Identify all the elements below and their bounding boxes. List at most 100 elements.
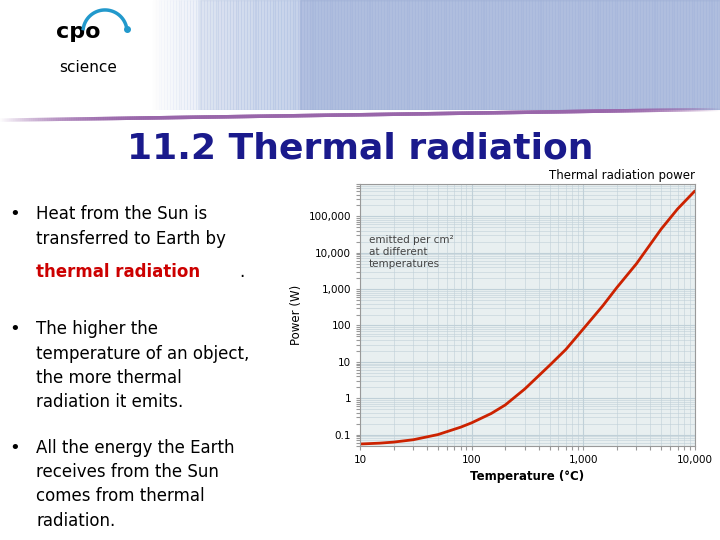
Bar: [355, 0, 358, 110]
Bar: [333, 0, 336, 110]
Bar: [207, 0, 210, 110]
Bar: [196, 0, 199, 110]
Bar: [580, 0, 583, 110]
Bar: [190, 0, 193, 110]
Bar: [691, 0, 694, 110]
Bar: [532, 0, 535, 110]
Bar: [700, 0, 703, 110]
Bar: [310, 0, 312, 110]
Bar: [475, 0, 478, 110]
Bar: [646, 0, 649, 110]
Bar: [544, 0, 546, 110]
Bar: [398, 0, 401, 110]
Bar: [697, 0, 700, 110]
Bar: [181, 0, 184, 110]
Bar: [330, 0, 333, 110]
Bar: [153, 0, 156, 110]
Bar: [486, 0, 489, 110]
Bar: [204, 0, 207, 110]
Bar: [324, 0, 327, 110]
Bar: [620, 0, 623, 110]
Bar: [652, 0, 654, 110]
Bar: [247, 0, 250, 110]
Bar: [432, 0, 435, 110]
Bar: [560, 0, 563, 110]
Text: emitted per cm²
at different
temperatures: emitted per cm² at different temperature…: [369, 235, 454, 268]
Bar: [284, 0, 287, 110]
Bar: [435, 0, 438, 110]
Bar: [649, 0, 652, 110]
Bar: [595, 0, 598, 110]
Bar: [210, 0, 212, 110]
Bar: [631, 0, 634, 110]
Bar: [546, 0, 549, 110]
Bar: [629, 0, 631, 110]
Bar: [261, 0, 264, 110]
Bar: [253, 0, 256, 110]
Bar: [660, 0, 663, 110]
Bar: [227, 0, 230, 110]
Bar: [423, 0, 426, 110]
Bar: [612, 0, 615, 110]
Y-axis label: Power (W): Power (W): [290, 285, 303, 345]
Bar: [321, 0, 324, 110]
Bar: [270, 0, 273, 110]
X-axis label: Temperature (°C): Temperature (°C): [470, 470, 585, 483]
Bar: [298, 0, 301, 110]
Bar: [224, 0, 227, 110]
Bar: [577, 0, 580, 110]
Bar: [336, 0, 338, 110]
Bar: [273, 0, 276, 110]
Bar: [483, 0, 486, 110]
Bar: [509, 0, 512, 110]
Bar: [415, 0, 418, 110]
Bar: [258, 0, 261, 110]
Bar: [161, 0, 164, 110]
Bar: [467, 0, 469, 110]
Bar: [441, 0, 444, 110]
Bar: [506, 0, 509, 110]
Bar: [200, 0, 720, 110]
Bar: [669, 0, 672, 110]
Bar: [603, 0, 606, 110]
Bar: [592, 0, 595, 110]
Bar: [686, 0, 689, 110]
Text: thermal radiation: thermal radiation: [36, 263, 200, 281]
Bar: [318, 0, 321, 110]
Bar: [717, 0, 720, 110]
Bar: [688, 0, 691, 110]
Bar: [312, 0, 315, 110]
Bar: [589, 0, 592, 110]
Bar: [498, 0, 500, 110]
Bar: [176, 0, 179, 110]
Bar: [418, 0, 420, 110]
Bar: [606, 0, 609, 110]
Bar: [481, 0, 484, 110]
Bar: [500, 0, 503, 110]
Bar: [238, 0, 241, 110]
Bar: [640, 0, 643, 110]
Text: 11.2 Thermal radiation: 11.2 Thermal radiation: [127, 132, 593, 166]
Bar: [426, 0, 429, 110]
Bar: [304, 0, 307, 110]
Bar: [387, 0, 390, 110]
Bar: [300, 0, 720, 110]
Bar: [552, 0, 554, 110]
Bar: [289, 0, 292, 110]
Bar: [221, 0, 224, 110]
Bar: [372, 0, 375, 110]
Bar: [683, 0, 686, 110]
Bar: [364, 0, 366, 110]
Bar: [600, 0, 603, 110]
Text: All the energy the Earth
receives from the Sun
comes from thermal
radiation.: All the energy the Earth receives from t…: [36, 438, 235, 530]
Bar: [361, 0, 364, 110]
Bar: [503, 0, 506, 110]
Bar: [557, 0, 560, 110]
Bar: [446, 0, 449, 110]
Bar: [167, 0, 170, 110]
Bar: [549, 0, 552, 110]
Bar: [256, 0, 258, 110]
Bar: [202, 0, 204, 110]
Bar: [392, 0, 395, 110]
Bar: [666, 0, 669, 110]
